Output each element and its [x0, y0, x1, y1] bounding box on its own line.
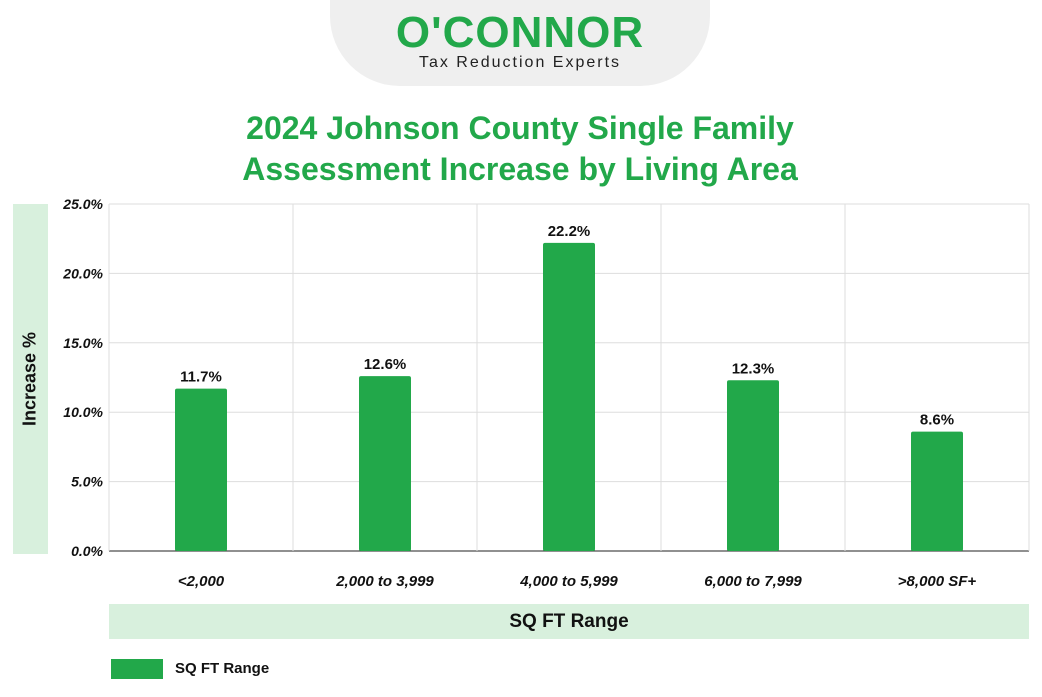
y-tick-label: 0.0%: [71, 543, 103, 559]
bar: [727, 380, 779, 551]
logo-banner: [330, 0, 710, 86]
legend-swatch: [111, 659, 163, 679]
data-label: 12.3%: [732, 360, 775, 377]
y-tick-label: 15.0%: [63, 335, 103, 351]
legend-label: SQ FT Range: [175, 660, 270, 677]
y-tick-label: 10.0%: [63, 404, 103, 420]
y-tick-label: 20.0%: [62, 265, 103, 281]
chart-title-line-2: Assessment Increase by Living Area: [242, 151, 798, 187]
y-tick-label: 5.0%: [71, 474, 103, 490]
bar-chart-plot: 0.0% 5.0% 10.0% 15.0% 20.0% 25.0% 11.7% 12.6% 2…: [62, 196, 1030, 590]
bar: [359, 376, 411, 551]
x-tick-label: 6,000 to 7,999: [704, 573, 802, 590]
x-axis-label: SQ FT Range: [109, 604, 1029, 639]
x-tick-label: 4,000 to 5,999: [519, 573, 618, 590]
chart-title: 2024 Johnson County Single Family Assess…: [120, 108, 920, 190]
data-label: 11.7%: [180, 369, 222, 386]
chart-title-line-1: 2024 Johnson County Single Family: [246, 110, 794, 146]
bars: [175, 242, 963, 551]
brand-logo: O'CONNOR: [395, 8, 645, 57]
x-tick-label: >8,000 SF+: [898, 573, 977, 590]
bar: [543, 242, 595, 551]
y-axis-label-band: [13, 204, 48, 554]
brand-tagline: Tax Reduction Experts: [418, 54, 622, 71]
bar: [911, 431, 963, 551]
data-label: 8.6%: [920, 412, 954, 429]
x-axis-ticks: <2,000 2,000 to 3,999 4,000 to 5,999 6,000 …: [178, 573, 977, 590]
x-tick-label: <2,000: [178, 573, 225, 590]
bar: [175, 388, 227, 551]
y-tick-label: 25.0%: [62, 196, 103, 212]
data-label: 22.2%: [548, 223, 591, 240]
x-tick-label: 2,000 to 3,999: [335, 573, 434, 590]
data-labels: 11.7% 12.6% 22.2% 12.3% 8.6%: [180, 223, 954, 429]
data-label: 12.6%: [364, 356, 407, 373]
y-axis-ticks: 0.0% 5.0% 10.0% 15.0% 20.0% 25.0%: [62, 196, 103, 559]
